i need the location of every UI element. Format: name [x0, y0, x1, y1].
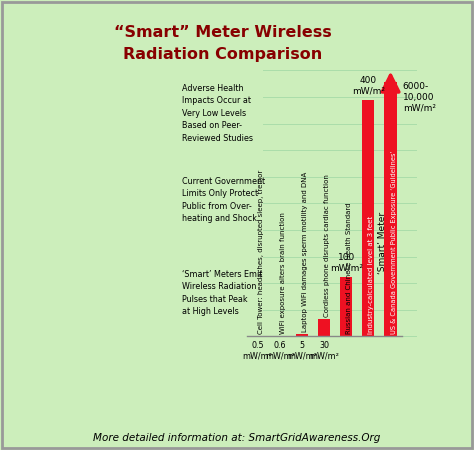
Bar — [384, 82, 397, 337]
Bar — [362, 100, 374, 337]
Text: Cell Tower: headaches, disrupted sleep, tremor: Cell Tower: headaches, disrupted sleep, … — [258, 170, 264, 334]
Text: ‘Smart’ Meters Emit
Wireless Radiation
Pulses that Peak
at High Levels: ‘Smart’ Meters Emit Wireless Radiation P… — [182, 270, 263, 316]
Text: 30
mW/m²: 30 mW/m² — [309, 341, 339, 360]
Bar — [340, 277, 352, 337]
Text: 5
mW/m²: 5 mW/m² — [287, 341, 317, 360]
Text: 6000-
10,000
mW/m²: 6000- 10,000 mW/m² — [403, 82, 436, 112]
Text: 400
mW/m²: 400 mW/m² — [352, 76, 385, 95]
Text: 0.6
mW/m²: 0.6 mW/m² — [265, 341, 295, 360]
Text: ‘Smart’ Meter: ‘Smart’ Meter — [378, 212, 387, 274]
Text: WiFi exposure alters brain function: WiFi exposure alters brain function — [280, 212, 286, 334]
Text: “Smart” Meter Wireless: “Smart” Meter Wireless — [114, 25, 332, 40]
Bar — [296, 333, 308, 337]
Text: Adverse Health
Impacts Occur at
Very Low Levels
Based on Peer-
Reviewed Studies: Adverse Health Impacts Occur at Very Low… — [182, 84, 253, 143]
Text: Industry-calculated level at 3 feet: Industry-calculated level at 3 feet — [368, 216, 374, 333]
Text: 100
mW/m²: 100 mW/m² — [330, 253, 363, 273]
Text: Laptop WiFi damages sperm motility and DNA: Laptop WiFi damages sperm motility and D… — [302, 171, 308, 332]
Text: Russian and Chinese Health Standard: Russian and Chinese Health Standard — [346, 202, 352, 333]
Text: 0.5
mW/m²: 0.5 mW/m² — [243, 341, 273, 360]
Text: Radiation Comparison: Radiation Comparison — [123, 47, 322, 62]
Text: More detailed information at: SmartGridAwareness.Org: More detailed information at: SmartGridA… — [93, 433, 381, 443]
Text: Current Government
Limits Only Protect
Public from Over-
heating and Shock: Current Government Limits Only Protect P… — [182, 177, 265, 223]
Bar — [318, 319, 330, 337]
Text: US & Canada Government Public Exposure ‘Guidelines’: US & Canada Government Public Exposure ‘… — [391, 150, 397, 333]
Text: Cordless phone disrupts cardiac function: Cordless phone disrupts cardiac function — [324, 174, 330, 317]
